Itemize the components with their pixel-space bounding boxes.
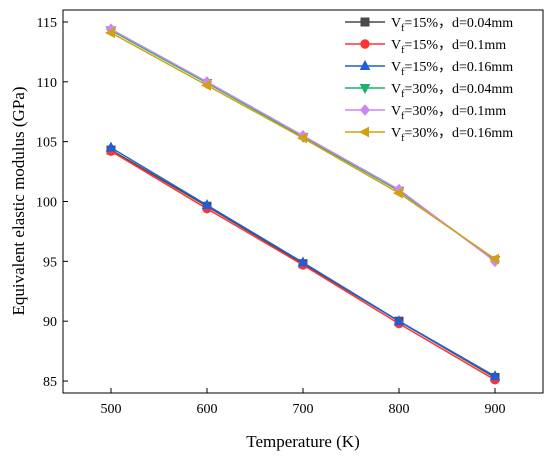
data-point <box>488 253 499 265</box>
legend-label-main: V <box>391 104 401 119</box>
y-axis-label: Equivalent elastic modulus (GPa) <box>9 87 28 316</box>
y-tick-label: 95 <box>43 255 57 270</box>
legend-label-rest: =15%，d=0.16mm <box>404 60 513 75</box>
legend-item: Vf=30%，d=0.16mm <box>345 126 513 144</box>
legend-label-main: V <box>391 60 401 75</box>
x-axis-label: Temperature (K) <box>246 432 360 451</box>
data-point <box>105 141 117 152</box>
legend-label-rest: =15%，d=0.1mm <box>404 38 506 53</box>
legend-item: Vf=15%，d=0.04mm <box>345 16 513 34</box>
legend-marker <box>359 84 371 95</box>
legend-item: Vf=15%，d=0.1mm <box>345 38 506 56</box>
legend-label: Vf=30%，d=0.04mm <box>391 82 513 100</box>
legend-marker <box>359 104 371 116</box>
legend-label-subscript: f <box>401 45 405 56</box>
data-point <box>489 370 501 381</box>
data-point <box>104 27 115 39</box>
legend-item: Vf=30%，d=0.04mm <box>345 82 513 100</box>
legend-label: Vf=30%，d=0.1mm <box>391 104 506 122</box>
legend-label-subscript: f <box>401 23 405 34</box>
legend-marker <box>360 39 370 49</box>
legend-label-main: V <box>391 16 401 31</box>
legend-label-subscript: f <box>401 133 405 144</box>
legend-marker <box>358 126 369 138</box>
legend-label-main: V <box>391 126 401 141</box>
legend-label-rest: =15%，d=0.04mm <box>404 16 513 31</box>
x-tick-label: 700 <box>293 402 314 417</box>
y-tick-label: 110 <box>37 76 57 91</box>
y-tick-label: 90 <box>43 315 57 330</box>
legend: Vf=15%，d=0.04mmVf=15%，d=0.1mmVf=15%，d=0.… <box>345 16 513 144</box>
data-point <box>201 199 213 210</box>
legend-label-rest: =30%，d=0.16mm <box>404 126 513 141</box>
legend-label: Vf=15%，d=0.04mm <box>391 16 513 34</box>
legend-label-rest: =30%，d=0.04mm <box>404 82 513 97</box>
series-layer <box>104 23 501 385</box>
legend-label-main: V <box>391 82 401 97</box>
y-tick-label: 85 <box>43 375 57 390</box>
x-tick-label: 900 <box>485 402 506 417</box>
legend-label-subscript: f <box>401 89 405 100</box>
data-point <box>296 132 307 144</box>
series-3 <box>105 141 501 381</box>
data-point <box>297 256 309 267</box>
series-6 <box>104 27 499 265</box>
data-point <box>392 187 403 199</box>
legend-item: Vf=30%，d=0.1mm <box>345 104 506 122</box>
y-tick-label: 100 <box>36 196 57 211</box>
legend-label-rest: =30%，d=0.1mm <box>404 104 506 119</box>
legend-label-subscript: f <box>401 67 405 78</box>
y-tick-label: 115 <box>37 16 57 31</box>
legend-label: Vf=15%，d=0.16mm <box>391 60 513 78</box>
legend-label-subscript: f <box>401 111 405 122</box>
legend-item: Vf=15%，d=0.16mm <box>345 59 513 78</box>
axis-ticks: 500 600 700 800 900 85 90 95 100 105 110 115 <box>36 16 506 417</box>
y-tick-label: 105 <box>36 136 57 151</box>
data-point <box>393 315 405 326</box>
legend-label: Vf=15%，d=0.1mm <box>391 38 506 56</box>
legend-marker <box>359 59 371 70</box>
legend-label-main: V <box>391 38 401 53</box>
x-tick-label: 800 <box>389 402 410 417</box>
legend-label: Vf=30%，d=0.16mm <box>391 126 513 144</box>
legend-marker <box>360 17 370 27</box>
data-point <box>200 80 211 91</box>
x-tick-label: 500 <box>101 402 122 417</box>
x-tick-label: 600 <box>197 402 218 417</box>
